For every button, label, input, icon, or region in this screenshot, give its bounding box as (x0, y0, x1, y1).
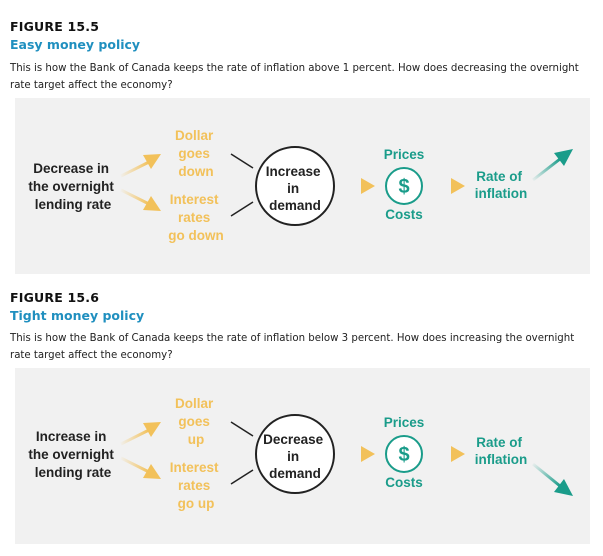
diagram-panel: Increase in the overnight lending rate D… (15, 368, 590, 544)
start-line: lending rate (35, 197, 112, 212)
dollar-line: up (188, 432, 205, 447)
costs-label: Costs (385, 475, 423, 490)
interest-line: Interest (170, 192, 219, 207)
demand-line: Increase (266, 164, 321, 179)
demand-line: demand (269, 466, 321, 481)
demand-text: Decrease in demand (263, 432, 327, 481)
dollar-line: Dollar (175, 128, 214, 143)
start-line: the overnight (28, 447, 114, 462)
demand-line: in (287, 449, 299, 464)
flow-diagram: Increase in the overnight lending rate D… (28, 396, 573, 511)
trend-up-arrow-icon (532, 149, 573, 182)
interest-change-text: Interest rates go up (170, 460, 223, 511)
connector-line (230, 421, 254, 437)
figure-title: Easy money policy (10, 37, 141, 52)
prices-label: Prices (384, 415, 425, 430)
start-line: the overnight (28, 179, 114, 194)
rate-line: Rate of (476, 435, 522, 450)
figure-description: This is how the Bank of Canada keeps the… (10, 330, 595, 364)
start-line: lending rate (35, 465, 112, 480)
rate-line: Rate of (476, 169, 522, 184)
demand-circle (255, 414, 335, 494)
description-line: rate target affect the economy? (10, 80, 173, 91)
dollar-icon (385, 435, 423, 473)
arrow-right-icon (430, 446, 465, 462)
figure-easy-money: FIGURE 15.5 Easy money policy This is ho… (10, 19, 595, 274)
dollar-line: Dollar (175, 396, 214, 411)
demand-circle (255, 146, 335, 226)
rate-line: inflation (475, 186, 528, 201)
connector-line (230, 469, 254, 485)
demand-line: demand (269, 198, 321, 213)
start-line: Increase in (36, 429, 107, 444)
arrow-down-right-icon (120, 188, 161, 211)
figure-label: FIGURE 15.5 (10, 19, 100, 34)
arrow-right-icon (430, 178, 465, 194)
description-line: This is how the Bank of Canada keeps the… (10, 333, 575, 344)
description-line: This is how the Bank of Canada keeps the… (10, 63, 579, 74)
dollar-change-text: Dollar goes down (175, 128, 217, 179)
dollar-symbol: $ (398, 444, 409, 466)
interest-line: rates (178, 210, 210, 225)
rate-line: inflation (475, 452, 528, 467)
arrow-right-icon (339, 178, 375, 194)
interest-change-text: Interest rates go down (168, 192, 223, 243)
figure-tight-money: FIGURE 15.6 Tight money policy This is h… (0, 278, 603, 556)
rate-of-inflation-text: Rate of inflation (475, 169, 528, 201)
connector-line (230, 153, 254, 169)
dollar-symbol: $ (398, 176, 409, 198)
rate-of-inflation-text: Rate of inflation (475, 435, 528, 467)
interest-line: rates (178, 478, 210, 493)
prices-label: Prices (384, 147, 425, 162)
connector-line (230, 201, 254, 217)
flow-diagram: Decrease in the overnight lending rate D… (28, 128, 573, 243)
dollar-line: down (178, 164, 213, 179)
dollar-icon (385, 167, 423, 205)
figure-title: Tight money policy (10, 308, 145, 323)
interest-line: go down (168, 228, 223, 243)
interest-line: go up (178, 496, 215, 511)
dollar-line: goes (178, 146, 210, 161)
interest-line: Interest (170, 460, 219, 475)
arrow-right-icon (339, 446, 375, 462)
arrow-up-right-icon (120, 422, 161, 446)
demand-line: Decrease (263, 432, 324, 447)
arrow-down-right-icon (120, 456, 161, 479)
dollar-change-text: Dollar goes up (175, 396, 217, 447)
dollar-line: goes (178, 414, 210, 429)
costs-label: Costs (385, 207, 423, 222)
description-line: rate target affect the economy? (10, 350, 173, 361)
trend-down-arrow-icon (532, 462, 573, 496)
demand-line: in (287, 181, 299, 196)
start-line: Decrease in (33, 161, 109, 176)
arrow-up-right-icon (120, 154, 161, 178)
demand-text: Increase in demand (266, 164, 325, 213)
figure-description: This is how the Bank of Canada keeps the… (10, 60, 595, 94)
start-text: Increase in the overnight lending rate (28, 429, 117, 480)
figure-label: FIGURE 15.6 (10, 290, 100, 305)
start-text: Decrease in the overnight lending rate (28, 161, 117, 212)
diagram-panel: Decrease in the overnight lending rate D… (15, 98, 590, 274)
